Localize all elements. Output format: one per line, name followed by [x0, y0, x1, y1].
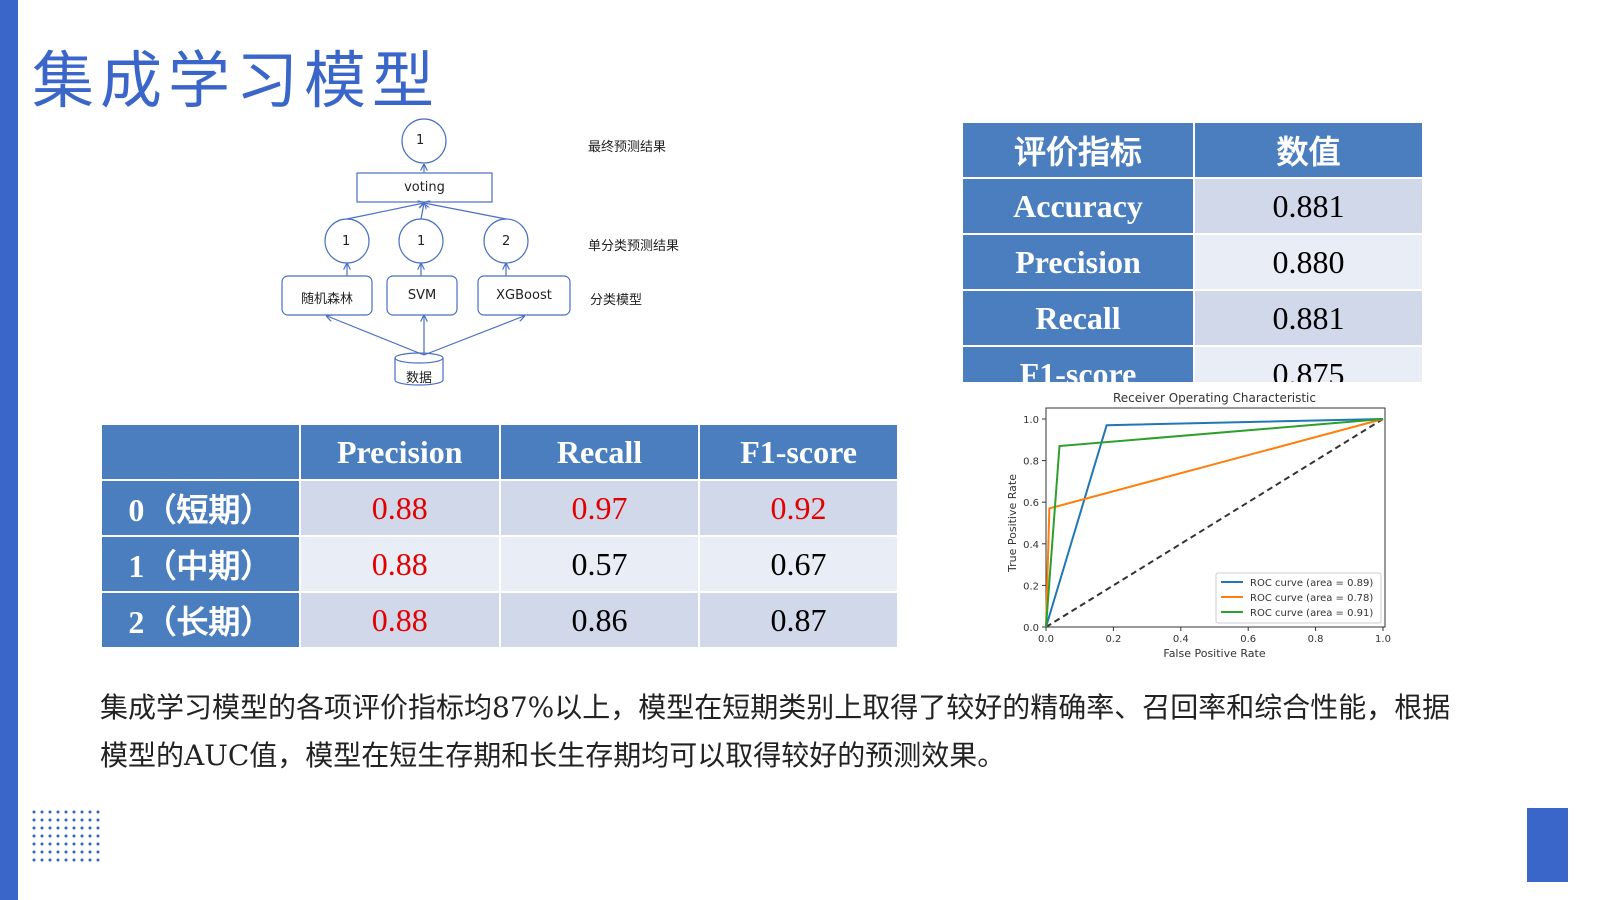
single-level-label: 单分类预测结果	[588, 239, 680, 254]
header-recall: Recall	[498, 423, 701, 481]
roc-series-2	[1045, 418, 1384, 628]
chart-title: Receiver Operating Characteristic	[1113, 391, 1316, 405]
roc-series-1	[1045, 418, 1384, 628]
x-tick-label: 1.0	[1375, 634, 1391, 645]
header-precision: Precision	[298, 423, 501, 481]
page-title: 集成学习模型	[32, 44, 441, 117]
cell: 0.97	[498, 479, 701, 537]
x-tick-label: 0.0	[1038, 634, 1054, 645]
cell: 0.88	[298, 535, 501, 593]
table-row: 2（长期） 0.88 0.86 0.87	[100, 591, 899, 649]
metric-name: Precision	[961, 233, 1195, 291]
y-tick-label: 0.8	[1023, 457, 1039, 468]
corner-accent	[1527, 808, 1568, 882]
table-clip-overlay	[958, 382, 1428, 412]
class-metrics-table: Precision Recall F1-score 0（短期） 0.88 0.9…	[100, 423, 899, 649]
final-level-label: 最终预测结果	[588, 140, 667, 155]
header-empty	[100, 423, 301, 481]
model-random-forest: 随机森林	[300, 292, 353, 307]
y-tick-label: 0.0	[1023, 623, 1039, 634]
model-level-label: 分类模型	[590, 293, 643, 308]
table-row: Recall 0.881	[961, 289, 1424, 347]
metric-name: Recall	[961, 289, 1195, 347]
reference-diagonal	[1045, 418, 1384, 628]
final-node	[401, 118, 447, 164]
cell: 0.88	[298, 479, 501, 537]
header-metric: 评价指标	[961, 121, 1195, 179]
cell: 0.67	[698, 535, 899, 593]
cell: 0.92	[698, 479, 899, 537]
summary-paragraph: 集成学习模型的各项评价指标均87%以上，模型在短期类别上取得了较好的精确率、召回…	[100, 691, 1451, 772]
x-tick-label: 0.6	[1240, 634, 1256, 645]
class-label: 0（短期）	[100, 479, 301, 537]
rf-result: 1	[342, 234, 351, 249]
y-tick-label: 0.4	[1023, 540, 1039, 551]
dot-pattern	[30, 808, 102, 864]
y-tick-label: 0.2	[1023, 581, 1039, 592]
voting-label: voting	[404, 180, 445, 195]
metric-value: 0.881	[1193, 289, 1424, 347]
svm-result: 1	[417, 234, 426, 249]
cell: 0.86	[498, 591, 701, 649]
x-axis-label: False Positive Rate	[1163, 647, 1265, 660]
y-tick-label: 1.0	[1023, 415, 1039, 426]
y-tick-label: 0.6	[1023, 498, 1039, 509]
table-row: 0（短期） 0.88 0.97 0.92	[100, 479, 899, 537]
legend-label: ROC curve (area = 0.78)	[1250, 593, 1373, 604]
model-svm: SVM	[407, 288, 437, 303]
metric-name: Accuracy	[961, 177, 1195, 235]
data-cylinder	[394, 352, 444, 386]
left-accent-bar	[0, 0, 18, 900]
table-row: Accuracy 0.881	[961, 177, 1424, 235]
legend-label: ROC curve (area = 0.91)	[1250, 608, 1373, 619]
final-node-label: 1	[416, 133, 425, 148]
xgb-result: 2	[502, 234, 511, 249]
cell: 0.87	[698, 591, 899, 649]
x-tick-label: 0.2	[1105, 634, 1121, 645]
metric-value: 0.881	[1193, 177, 1424, 235]
cell: 0.57	[498, 535, 701, 593]
legend-box	[1215, 572, 1382, 624]
cell: 0.88	[298, 591, 501, 649]
data-node-label: 数据	[405, 371, 432, 386]
x-tick-label: 0.8	[1308, 634, 1324, 645]
metric-value: 0.880	[1193, 233, 1424, 291]
class-label: 1（中期）	[100, 535, 301, 593]
legend-label: ROC curve (area = 0.89)	[1250, 578, 1373, 589]
model-xgboost: XGBoost	[496, 288, 552, 303]
header-f1: F1-score	[698, 423, 899, 481]
table-row: Precision 0.880	[961, 233, 1424, 291]
table-row: 1（中期） 0.88 0.57 0.67	[100, 535, 899, 593]
ensemble-diagram	[281, 118, 571, 386]
class-label: 2（长期）	[100, 591, 301, 649]
x-tick-label: 0.4	[1173, 634, 1189, 645]
roc-series-0	[1045, 418, 1384, 628]
header-value: 数值	[1193, 121, 1424, 179]
y-axis-label: True Positive Rate	[1006, 474, 1019, 573]
